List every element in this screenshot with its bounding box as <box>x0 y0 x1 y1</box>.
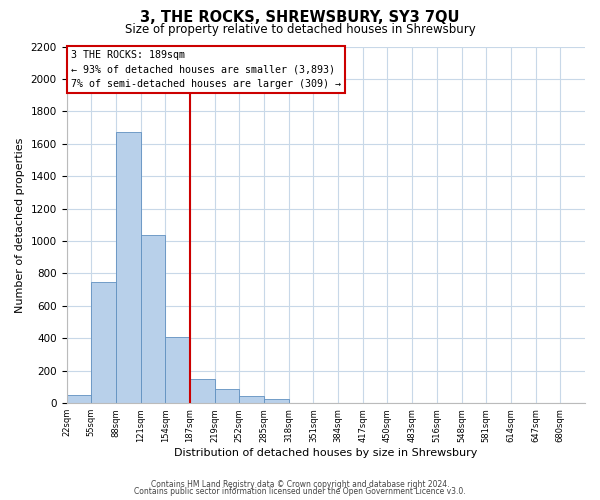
Bar <box>264 398 289 403</box>
Bar <box>165 336 190 403</box>
Bar <box>91 282 116 403</box>
Text: Contains public sector information licensed under the Open Government Licence v3: Contains public sector information licen… <box>134 487 466 496</box>
Text: 3, THE ROCKS, SHREWSBURY, SY3 7QU: 3, THE ROCKS, SHREWSBURY, SY3 7QU <box>140 10 460 25</box>
Text: 3 THE ROCKS: 189sqm
← 93% of detached houses are smaller (3,893)
7% of semi-deta: 3 THE ROCKS: 189sqm ← 93% of detached ho… <box>71 50 341 90</box>
Bar <box>190 379 215 403</box>
Bar <box>239 396 264 403</box>
Text: Contains HM Land Registry data © Crown copyright and database right 2024.: Contains HM Land Registry data © Crown c… <box>151 480 449 489</box>
Bar <box>215 388 239 403</box>
Bar <box>67 395 91 403</box>
Y-axis label: Number of detached properties: Number of detached properties <box>15 137 25 312</box>
Bar <box>140 236 165 403</box>
Text: Size of property relative to detached houses in Shrewsbury: Size of property relative to detached ho… <box>125 22 475 36</box>
X-axis label: Distribution of detached houses by size in Shrewsbury: Distribution of detached houses by size … <box>174 448 478 458</box>
Bar <box>116 132 140 403</box>
